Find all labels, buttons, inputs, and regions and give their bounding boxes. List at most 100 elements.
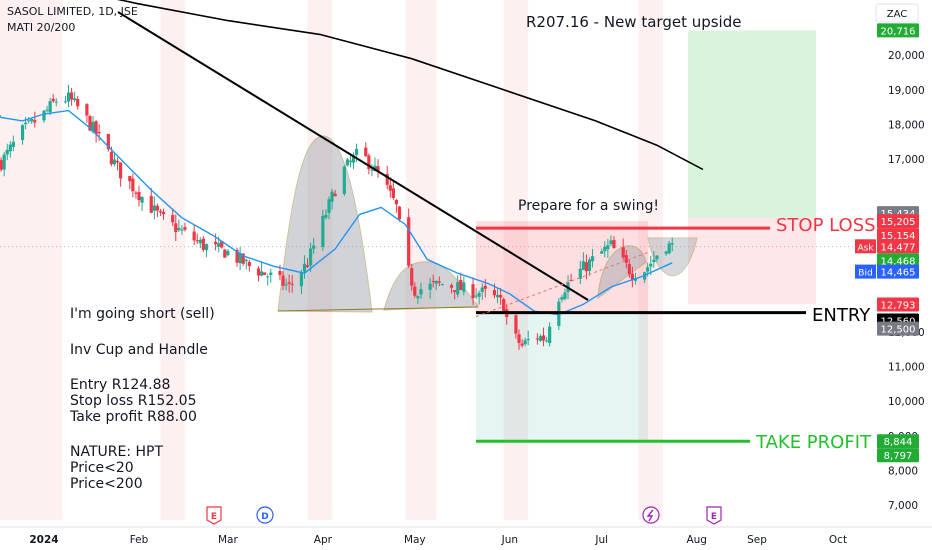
candle-body [670,243,674,245]
candle-body [284,284,288,286]
candle [312,237,316,254]
candle-body [419,289,423,295]
time-tick-label: 2024 [29,534,58,546]
candle-body [535,338,539,340]
candle [514,313,518,339]
candle-body [97,132,101,134]
candle [27,117,31,124]
candle [630,266,634,288]
candle-body [584,262,589,272]
candle [548,322,552,347]
candle-body [263,272,267,275]
candle-body [69,92,74,100]
candle [305,258,310,268]
candle-body [88,116,92,131]
event-marker-earnings[interactable]: E [706,506,722,525]
event-marker-letter: E [711,512,717,522]
candle [391,180,395,200]
candle [502,297,506,312]
price-tick-label: 18,000 [888,119,925,131]
candle-body [587,259,592,271]
axis-price-label-bg [877,214,919,229]
time-tick-label: Feb [130,534,149,546]
axis-price-label: 14,465 Bid [855,264,919,279]
candle-body [94,121,98,135]
axis-price-label: 12,793 [877,297,919,312]
candle-body [171,215,175,223]
candle [477,290,481,305]
event-marker-earnings[interactable]: E [206,506,222,525]
candle [348,153,353,168]
candle [581,252,585,271]
candle [499,287,503,306]
time-tick-label: Sep [747,534,767,546]
candle-body [526,338,530,341]
candle-body [321,215,325,247]
candle [149,188,153,214]
price-tick-label: 11,000 [888,362,925,374]
candle-body [8,144,12,152]
price-tick-label: 10,000 [888,396,925,408]
candle-body [119,162,123,179]
candle-body [376,166,380,172]
event-marker-dividend[interactable]: D [256,506,274,524]
candle-body [238,253,242,264]
candle [177,219,181,232]
candle-body [342,166,346,195]
candle-body [2,154,6,170]
event-marker-split[interactable] [642,506,660,524]
candle-body [517,334,521,343]
candle [112,153,117,167]
candle [456,275,460,298]
position-tool [476,30,816,442]
candle [284,278,288,291]
candle-body [563,292,567,299]
candle-body [327,199,331,213]
candle-body [388,185,392,191]
candle-body [459,279,463,290]
session-band [405,0,437,520]
candle-body [33,120,37,123]
candle-body [416,296,420,299]
candles [0,84,674,350]
candle [664,250,668,256]
candle [667,240,671,255]
candle [54,98,58,107]
time-tick-label: Oct [829,534,847,546]
time-tick-label: Mar [218,534,238,546]
candle [76,95,80,110]
candle [66,84,71,108]
time-tick-label: Aug [686,534,707,546]
candle-body [394,199,399,205]
axis-price-label: 15,205 [877,214,919,229]
candle-body [149,196,153,213]
candle [517,329,521,350]
candle-body [91,121,95,133]
indicator-legend[interactable]: MATI 20/200 [7,21,76,34]
candle [333,190,337,197]
candle-body [287,282,291,284]
candle [578,260,582,285]
axis-price-label: 12,500 [877,321,919,336]
candle [128,175,132,190]
event-marker-shape [642,506,660,524]
candle [449,283,454,294]
candle-body [204,244,209,251]
candle-body [128,176,132,182]
candle-body [309,248,313,266]
candle-body [474,295,478,297]
currency-button[interactable]: ZAC [875,3,919,23]
candle-body [440,284,444,286]
price-tick-label: 20,000 [888,50,925,62]
axis-price-label: 14,477 Ask [855,239,919,254]
candle-body [449,285,454,288]
target-risk-zone [688,217,816,305]
candle-body [20,125,25,141]
candle [69,87,74,106]
session-band [0,0,63,520]
candle [256,266,261,282]
candle [410,263,414,291]
candle-body [155,205,159,211]
